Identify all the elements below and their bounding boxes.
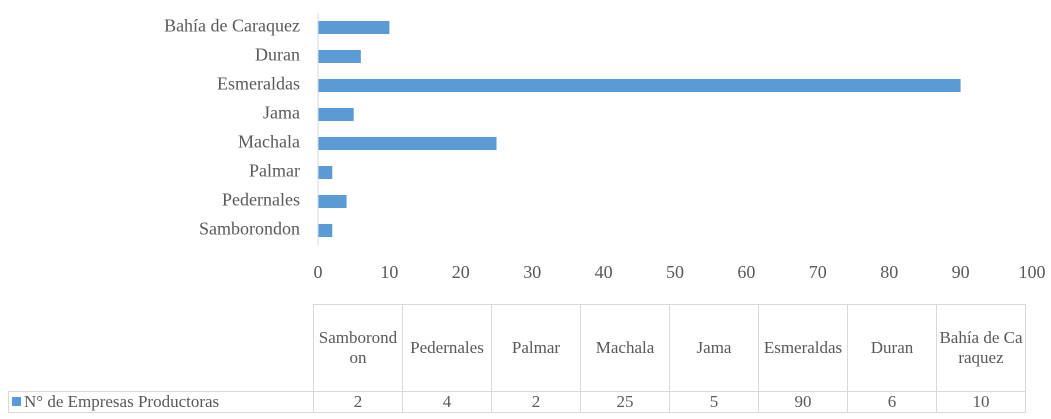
x-tick-label: 0 [314,262,323,282]
y-tick-label: Samborondon [199,219,300,239]
y-tick-label: Bahía de Caraquez [164,16,300,36]
bar [318,50,361,63]
y-tick-label: Duran [255,45,300,65]
table-category: Palmar [491,304,581,392]
table-value: 5 [669,391,759,413]
table-category: Pedernales [402,304,492,392]
chart: 0 10 20 30 40 50 60 70 80 90 100 Samborondon Pederna… [164,13,1046,282]
bar [318,195,347,208]
bar [318,166,333,179]
bar [318,21,390,34]
x-tick-label: 90 [952,262,970,282]
y-tick-label: Pedernales [222,190,300,210]
x-tick-label: 10 [380,262,398,282]
table-category: Jama [669,304,759,392]
y-tick-label: Esmeraldas [217,74,300,94]
x-tick-label: 20 [452,262,470,282]
bar [318,137,497,150]
blank-cell [8,304,314,392]
x-tick-label: 70 [809,262,827,282]
table-value: 4 [402,391,492,413]
y-tick-label: Jama [263,103,300,123]
table-value: 25 [580,391,670,413]
legend-label: N° de Empresas Productoras [24,392,220,411]
bar [318,108,354,121]
x-tick-label: 50 [666,262,684,282]
table-header-row: Samborondon Pedernales Palmar Machala Jama Es… [8,304,1026,392]
table-category: Esmeraldas [758,304,848,392]
table-value: 6 [847,391,937,413]
bar [318,79,961,92]
x-tick-label: 80 [880,262,898,282]
table-category: Duran [847,304,937,392]
table-category: Samborondon [313,304,403,392]
data-table: Samborondon Pedernales Palmar Machala Jama Es… [8,304,1026,413]
x-tick-label: 40 [595,262,613,282]
table-value: 2 [491,391,581,413]
table-value: 2 [313,391,403,413]
x-tick-label: 60 [737,262,755,282]
table-data-row: N° de Empresas Productoras 2 4 2 25 5 90 6 10 [8,391,1026,413]
legend-cell: N° de Empresas Productoras [8,391,314,413]
x-tick-label: 30 [523,262,541,282]
legend-key [12,397,21,406]
table-value: 10 [936,391,1026,413]
x-tick-label: 100 [1019,262,1046,282]
y-tick-label: Machala [238,132,300,152]
bar [318,224,333,237]
table-category: Bahía de Caraquez [936,304,1026,392]
table-value: 90 [758,391,848,413]
table-category: Machala [580,304,670,392]
y-tick-label: Palmar [249,161,300,181]
